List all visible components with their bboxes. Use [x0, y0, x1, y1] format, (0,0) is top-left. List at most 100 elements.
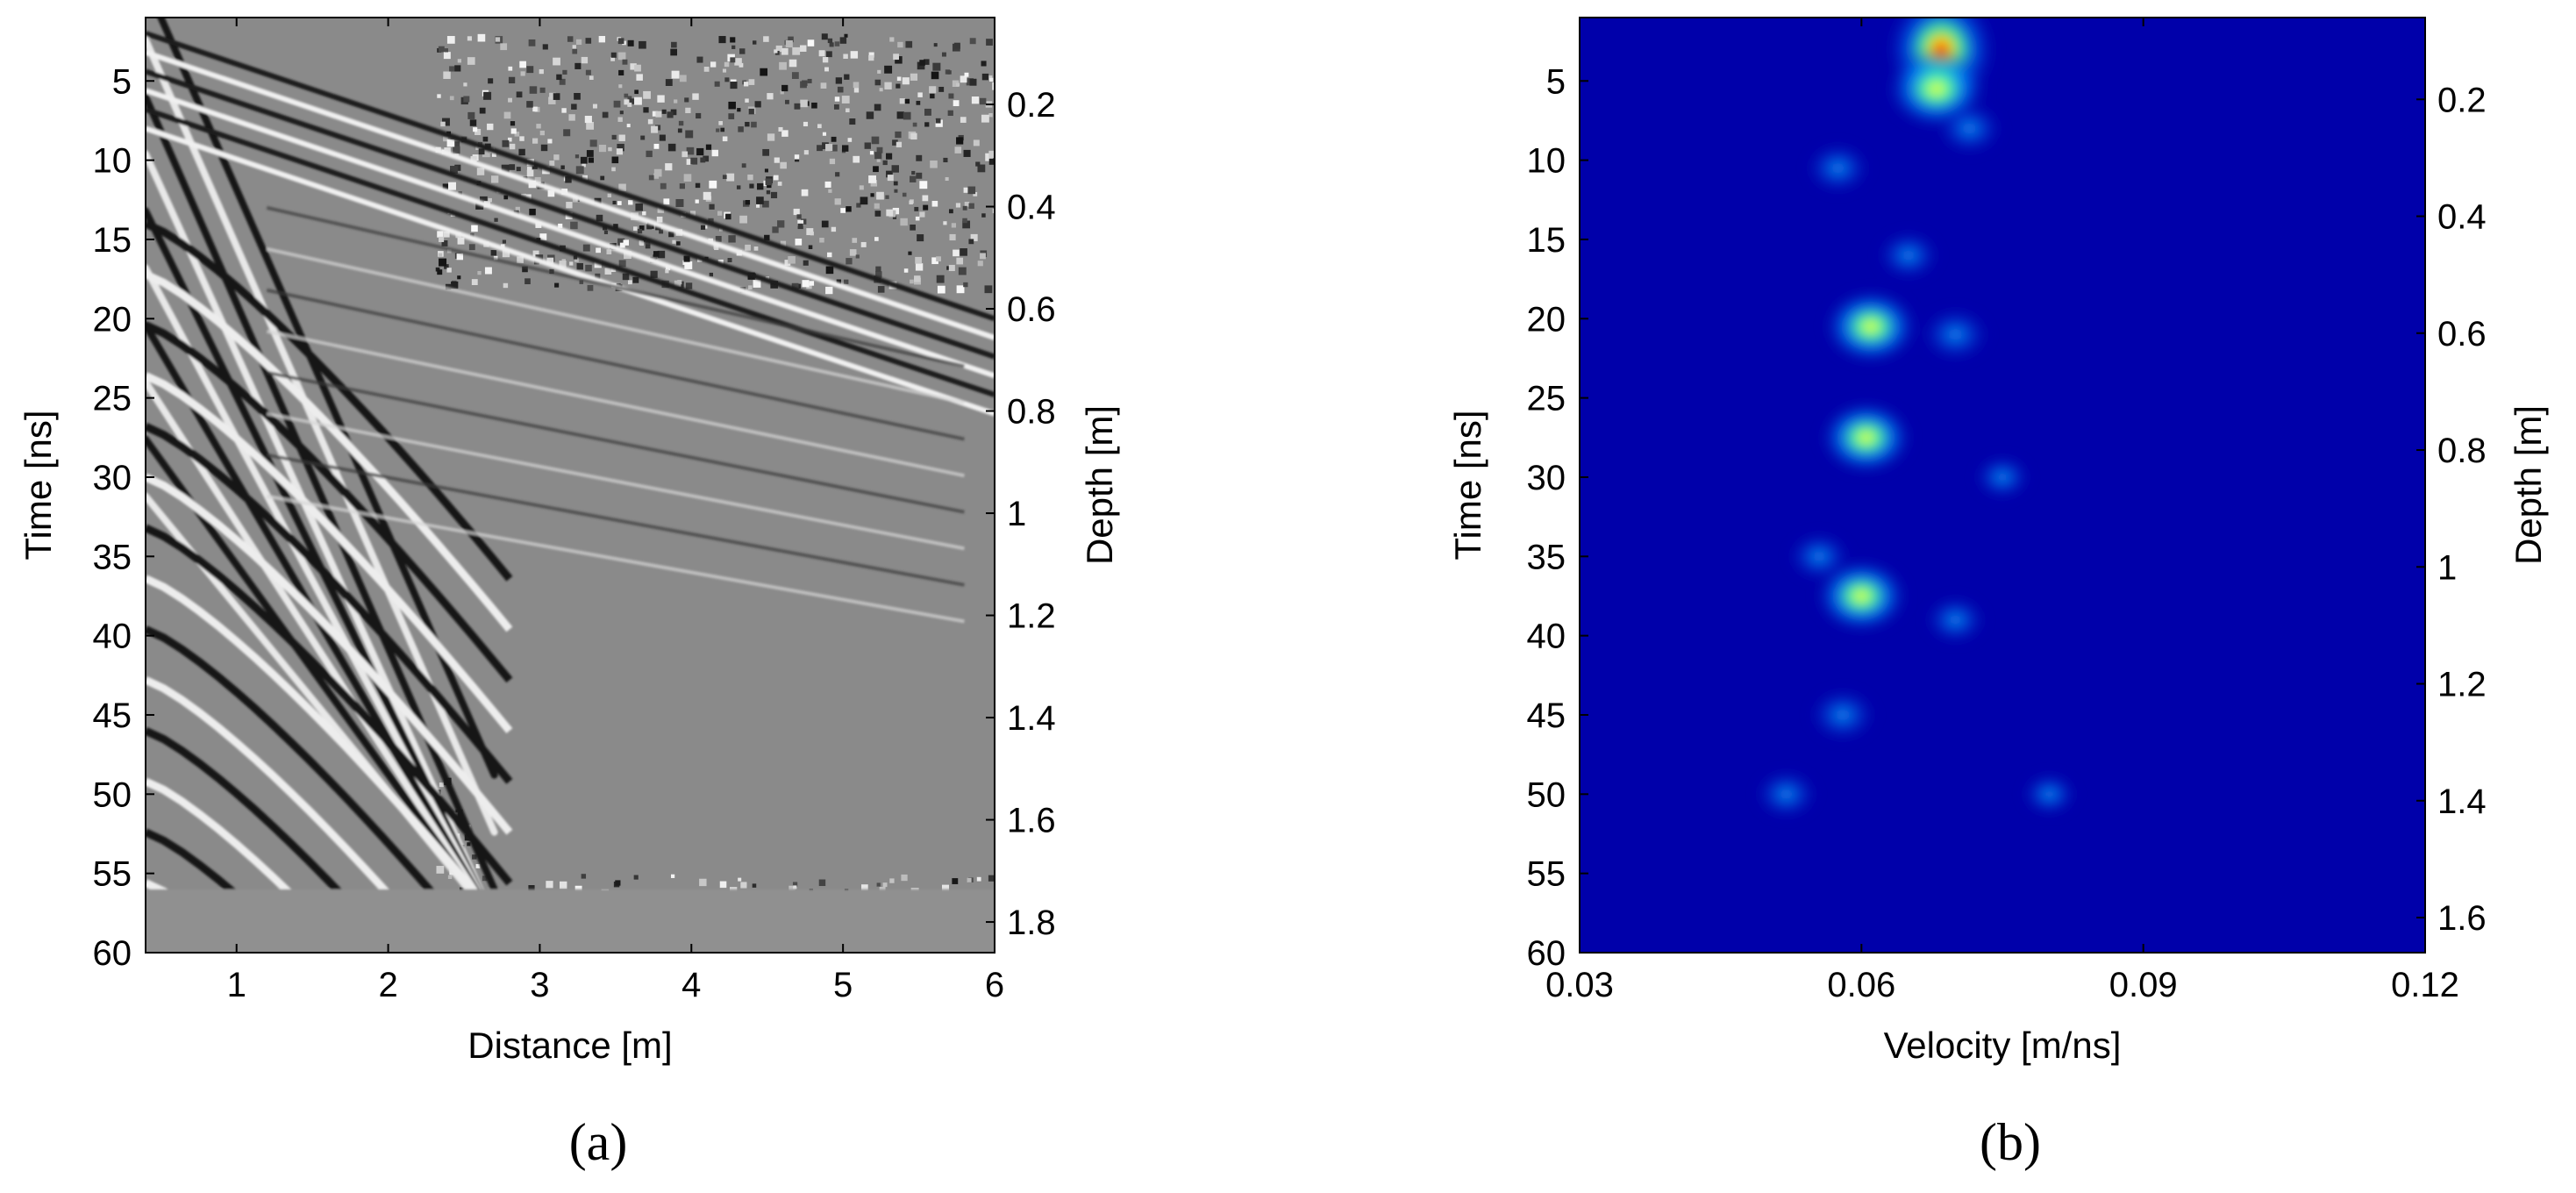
noise-speckle [967, 186, 976, 195]
y-tick-label: 20 [93, 300, 132, 339]
noise-speckle [850, 51, 859, 59]
noise-speckle [767, 182, 772, 189]
noise-speckle [659, 134, 666, 141]
noise-speckle [929, 86, 937, 94]
noise-speckle [797, 219, 804, 226]
y2-tick-label: 0.6 [1007, 290, 1056, 329]
noise-speckle [781, 84, 788, 92]
noise-speckle [877, 69, 881, 74]
noise-speckle [868, 54, 874, 61]
noise-speckle [437, 269, 443, 275]
y-tick-label: 15 [93, 221, 132, 260]
noise-speckle [592, 104, 597, 109]
noise-speckle [685, 282, 693, 289]
noise-speckle [936, 275, 945, 283]
noise-speckle [453, 141, 460, 148]
noise-speckle [893, 54, 899, 61]
noise-speckle [745, 121, 750, 127]
noise-speckle [793, 885, 797, 889]
noise-speckle [743, 82, 749, 87]
noise-speckle [835, 77, 843, 84]
noise-speckle [943, 157, 948, 163]
noise-speckle [468, 244, 475, 251]
noise-speckle [971, 96, 980, 104]
noise-speckle [574, 885, 582, 893]
noise-speckle [868, 52, 874, 58]
noise-speckle [834, 198, 841, 205]
noise-speckle [442, 118, 450, 126]
noise-speckle [894, 189, 898, 193]
noise-speckle [574, 62, 582, 69]
noise-speckle [915, 216, 920, 221]
noise-speckle [617, 238, 625, 246]
noise-speckle [931, 71, 939, 80]
y-tick-label: 30 [1527, 459, 1566, 497]
noise-speckle [677, 128, 682, 133]
noise-speckle [948, 264, 955, 272]
noise-speckle [897, 41, 903, 48]
noise-speckle [683, 174, 692, 182]
noise-speckle [622, 59, 628, 65]
noise-speckle [634, 96, 642, 105]
noise-speckle [709, 204, 715, 210]
noise-speckle [463, 82, 467, 87]
spectrum-peak [2020, 770, 2080, 818]
noise-speckle [751, 121, 757, 128]
noise-speckle [912, 122, 917, 127]
noise-speckle [683, 255, 690, 262]
noise-speckle [795, 157, 800, 162]
noise-speckle [495, 37, 501, 42]
noise-speckle [936, 256, 941, 261]
noise-speckle [472, 854, 477, 860]
noise-speckle [627, 280, 632, 285]
layer-band [266, 246, 965, 405]
noise-speckle [575, 166, 584, 175]
noise-speckle [502, 249, 510, 258]
noise-speckle [963, 187, 969, 193]
noise-speckle [469, 119, 477, 126]
y2-tick-label: 1 [2437, 548, 2457, 587]
noise-speckle [739, 215, 747, 224]
noise-speckle [603, 230, 609, 234]
noise-speckle [567, 36, 574, 42]
noise-speckle [806, 228, 814, 236]
noise-speckle [886, 153, 893, 160]
noise-speckle [610, 52, 617, 58]
layer-band [266, 370, 965, 514]
noise-speckle [893, 181, 898, 186]
noise-speckle [667, 111, 674, 118]
noise-speckle [788, 36, 794, 43]
noise-speckle [884, 82, 892, 89]
noise-speckle [618, 69, 624, 76]
noise-speckle [757, 182, 764, 190]
noise-speckle [639, 241, 644, 246]
noise-speckle [932, 62, 941, 71]
layer-band [266, 329, 965, 478]
noise-speckle [467, 842, 471, 847]
y-tick-label: 45 [93, 697, 132, 735]
radargram-reflections [146, 18, 995, 953]
noise-speckle [887, 175, 894, 182]
noise-speckle [874, 152, 882, 160]
noise-speckle [594, 197, 602, 205]
noise-speckle [910, 175, 917, 182]
noise-speckle [740, 882, 747, 889]
noise-speckle [596, 214, 603, 222]
noise-speckle [988, 75, 993, 81]
y-tick-label: 55 [1527, 855, 1566, 894]
noise-speckle [853, 88, 860, 93]
noise-speckle [817, 124, 822, 129]
noise-speckle [910, 224, 916, 231]
layer-band [266, 205, 965, 368]
noise-speckle [582, 162, 586, 168]
noise-speckle [930, 93, 935, 99]
noise-speckle [547, 189, 555, 197]
noise-speckle [841, 96, 850, 104]
noise-speckle [855, 254, 860, 259]
noise-speckle [886, 170, 893, 178]
noise-speckle [979, 97, 987, 105]
trace-end-strip [146, 889, 995, 953]
noise-speckle [846, 258, 853, 265]
noise-speckle [730, 82, 738, 89]
noise-speckle [988, 150, 995, 159]
